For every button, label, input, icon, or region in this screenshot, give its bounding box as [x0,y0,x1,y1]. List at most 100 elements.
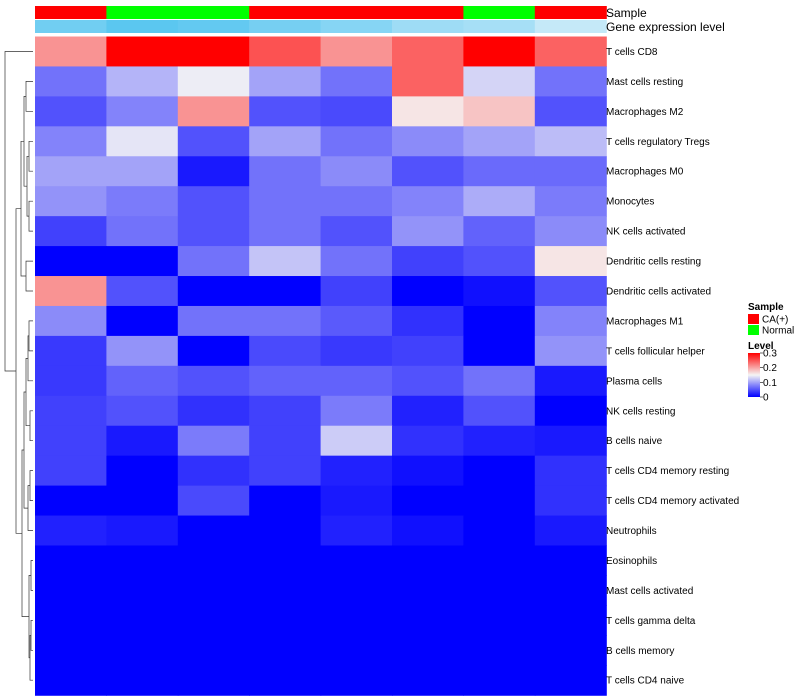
heatmap-cell [177,305,250,337]
heatmap-cell [320,575,393,606]
row-label: Mast cells activated [606,586,693,597]
legend-sample-swatch [748,325,759,335]
heatmap-cell [35,635,107,666]
heatmap-cell [177,575,250,606]
heatmap-cell [463,216,536,247]
heatmap-cell [106,395,179,427]
sample-annotation-cell [249,6,322,19]
heatmap-cell [392,425,464,457]
heatmap-cell [534,156,607,187]
heatmap-cell [35,395,107,427]
heatmap-cell [249,335,322,367]
annotation-label-gene-expression: Gene expression level [606,20,725,34]
heatmap-cell [177,246,250,277]
heatmap-cell [392,305,464,337]
row-label: T cells CD8 [606,47,658,58]
sample-annotation-cell [534,6,607,19]
heatmap-cell [534,126,607,157]
heatmap-cell [106,545,179,577]
heatmap-cell [320,276,393,307]
heatmap-cell [249,545,322,577]
dendrogram-branch [29,470,33,501]
heatmap-cell [463,575,536,606]
dendrogram-branch [27,485,33,531]
heatmap-cell [35,335,107,367]
heatmap-cell [392,665,464,696]
heatmap-cell [249,635,322,666]
heatmap-cell [106,575,179,606]
heatmap-cell [35,126,107,157]
heatmap-cell [463,66,536,97]
legend: Sample CA(+)Normal Level 0.3 0.2 0.1 0 [748,302,794,404]
legend-sample-entries: CA(+)Normal [748,314,794,337]
dendrogram-branch [4,51,33,372]
legend-level-title: Level [748,341,774,352]
heatmap-cell [320,186,393,217]
heatmap-cell [392,66,464,97]
dendrogram-branch [21,449,29,617]
heatmap-cell [320,635,393,666]
heatmap-cell [463,665,536,696]
heatmap-cell [35,186,107,217]
heatmap-cell [106,66,179,97]
row-label: T cells gamma delta [606,616,696,627]
sample-annotation-cell [106,6,179,19]
heatmap-cell [249,305,322,337]
heatmap-cell [35,365,107,397]
heatmap-cell [320,395,393,427]
sample-annotation-cell [35,6,107,19]
gene-expression-annotation-cell [320,20,393,33]
heatmap-cell [392,216,464,247]
heatmap-cell [177,545,250,577]
heatmap-cell [249,276,322,307]
heatmap-cell [106,365,179,397]
heatmap-cell [249,156,322,187]
heatmap-cell [106,276,179,307]
row-label: Dendritic cells activated [606,286,711,297]
heatmap-cell [106,335,179,367]
heatmap-cell [106,515,179,547]
heatmap-cell [106,425,179,457]
heatmap-cell [106,455,179,487]
heatmap-cell [35,425,107,457]
gene-expression-annotation-cell [106,20,179,33]
heatmap-cell [534,216,607,247]
sample-annotation-cell [320,6,393,19]
heatmap-cell [249,395,322,427]
row-label: NK cells activated [606,227,685,238]
heatmap-cell [177,605,250,636]
heatmap-cell [463,395,536,427]
gene-expression-annotation-cell [392,20,464,33]
heatmap-cell [320,605,393,636]
legend-sample-swatch [748,314,759,324]
row-label: Macrophages M2 [606,107,684,118]
heatmap-cell [463,305,536,337]
heatmap-cell [177,665,250,696]
heatmap-cell [392,365,464,397]
gene-expression-annotation-cell [534,20,607,33]
heatmap-cell [463,186,536,217]
heatmap-cell [534,305,607,337]
legend-color-bar [748,353,760,397]
row-labels: T cells CD8 Mast cells resting Macrophages… [606,47,739,687]
row-label: NK cells resting [606,406,675,417]
heatmap-cell [463,545,536,577]
heatmap-cell [463,515,536,547]
row-label: T cells regulatory Tregs [606,137,710,148]
heatmap-cell [35,276,107,307]
heatmap-cell [392,186,464,217]
heatmap-cell [320,515,393,547]
row-dendrogram [4,51,33,681]
dendrogram-branch [28,200,33,232]
sample-annotation-cell [177,6,250,19]
heatmap-cell [392,395,464,427]
heatmap-cell [249,515,322,547]
heatmap-cell [392,246,464,277]
row-label: B cells memory [606,646,674,657]
gene-expression-annotation-cell [463,20,536,33]
heatmap-cell [463,605,536,636]
heatmap-cell [534,455,607,487]
heatmap-cell [320,425,393,457]
heatmap-cell [392,455,464,487]
